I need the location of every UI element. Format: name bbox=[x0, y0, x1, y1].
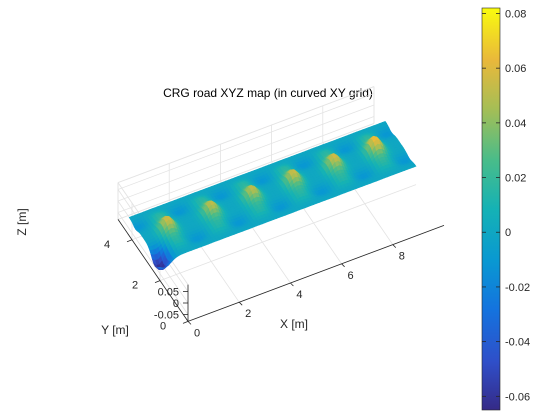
colorbar-tick-label: -0.02 bbox=[505, 282, 530, 294]
x-tick-mark bbox=[187, 321, 192, 325]
colorbar-tick-label: -0.06 bbox=[505, 391, 530, 403]
z-tick-label: -0.05 bbox=[154, 310, 179, 322]
x-tick-label: 6 bbox=[348, 270, 354, 282]
colorbar-tick-label: 0.02 bbox=[505, 173, 526, 185]
x-tick-mark bbox=[290, 282, 294, 287]
grid-line bbox=[117, 104, 375, 202]
road-surface bbox=[128, 121, 417, 271]
colorbar-tick-label: 0.04 bbox=[505, 118, 526, 130]
x-tick-label: 8 bbox=[399, 251, 405, 263]
x-tick-mark bbox=[392, 244, 397, 248]
grid-line bbox=[159, 184, 417, 281]
y-tick-label: 0 bbox=[160, 320, 166, 332]
box-edge bbox=[117, 122, 375, 220]
x-tick-label: 4 bbox=[296, 289, 302, 301]
y-tick-label: 2 bbox=[132, 280, 138, 292]
chart-title: CRG road XYZ map (in curved XY grid) bbox=[163, 86, 373, 100]
y-tick-mark bbox=[182, 321, 189, 324]
colorbar-tick-label: 0 bbox=[505, 227, 511, 239]
box-edge bbox=[117, 86, 375, 184]
x-axis-ticks: 0 2 4 6 8 bbox=[187, 244, 405, 339]
x-tick-mark bbox=[341, 263, 345, 268]
x-tick-label: 2 bbox=[245, 308, 251, 320]
y-tick-mark bbox=[154, 280, 161, 283]
z-tick-label: 0 bbox=[173, 298, 179, 310]
surface-patch bbox=[157, 266, 164, 270]
x-axis-line bbox=[187, 225, 445, 322]
colorbar-ticks: 0.08 0.06 0.04 0.02 0 -0.02 -0.04 -0.06 bbox=[482, 8, 530, 403]
colorbar-tick-label: 0.08 bbox=[505, 8, 526, 20]
x-axis-label: X [m] bbox=[280, 317, 308, 331]
x-tick-label: 0 bbox=[194, 327, 200, 339]
y-axis-line bbox=[117, 219, 189, 322]
grid-line bbox=[117, 212, 189, 315]
y-tick-mark bbox=[126, 239, 133, 243]
z-axis-label: Z [m] bbox=[15, 208, 29, 235]
y-axis-label: Y [m] bbox=[101, 323, 129, 337]
grid-line bbox=[117, 116, 375, 213]
y-axis-ticks: 0 2 4 bbox=[104, 239, 189, 332]
y-tick-label: 4 bbox=[104, 239, 110, 251]
z-axis-ticks: 0.050-0.05 bbox=[154, 287, 188, 322]
colorbar-tick-label: -0.04 bbox=[505, 337, 530, 349]
colorbar: 0.08 0.06 0.04 0.02 0 -0.02 -0.04 -0.06 bbox=[481, 7, 530, 411]
colorbar-gradient bbox=[481, 7, 501, 411]
z-tick-label: 0.05 bbox=[158, 287, 179, 299]
colorbar-tick-label: 0.06 bbox=[505, 63, 526, 75]
grid-line bbox=[117, 93, 375, 190]
x-tick-mark bbox=[238, 301, 243, 306]
